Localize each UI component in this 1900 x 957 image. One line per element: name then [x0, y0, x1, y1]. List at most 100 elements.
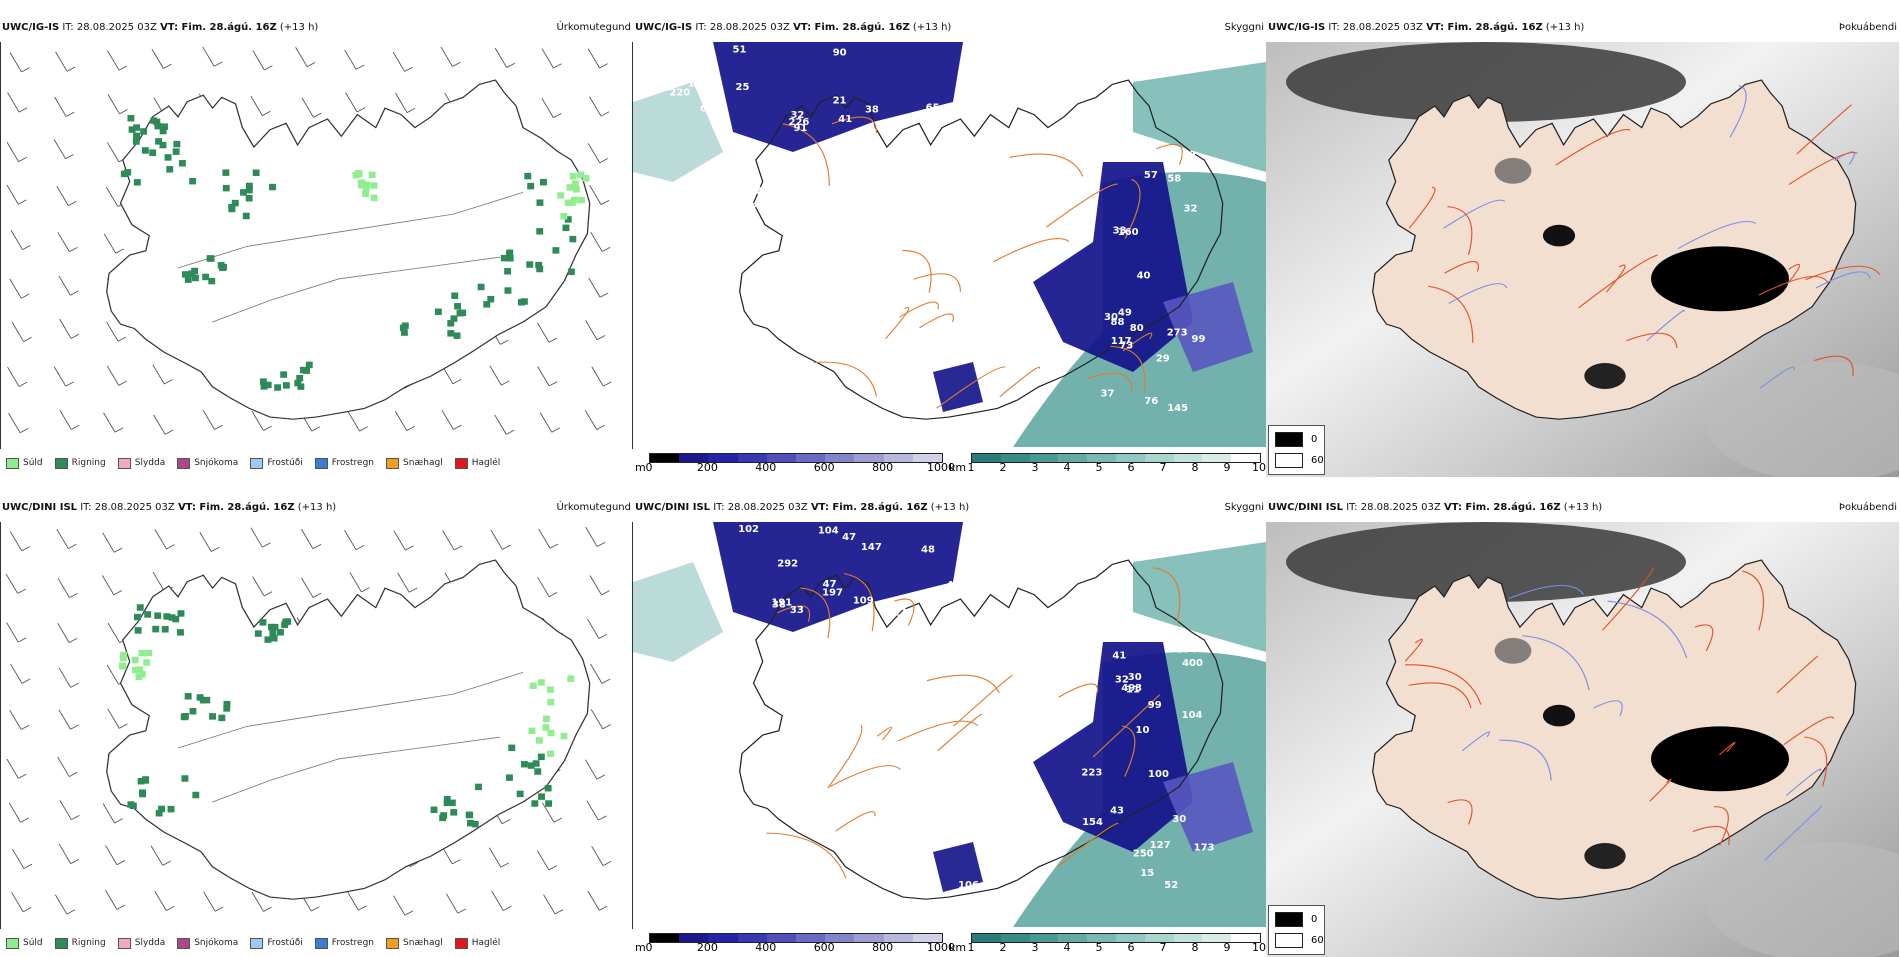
visibility-label: 32: [790, 110, 804, 121]
visibility-panel: UWC/IG-IS IT: 28.08.2025 03Z VT: Fim. 28…: [633, 14, 1266, 477]
visibility-label: 127: [1150, 840, 1171, 851]
colorbar-tick: 3: [1031, 941, 1039, 954]
init-time: IT: 28.08.2025 03Z: [1346, 502, 1441, 513]
precip-legend-item: Frostregn: [314, 457, 374, 469]
legend-label: Snæhagl: [403, 938, 443, 948]
valid-time: VT: Fim. 28.ágú. 16Z: [177, 502, 295, 513]
colorbar-tick: 800: [872, 461, 894, 474]
init-time: IT: 28.08.2025 03Z: [713, 502, 808, 513]
panel-title-bar: UWC/DINI ISL IT: 28.08.2025 03Z VT: Fim.…: [0, 494, 633, 522]
precip-legend-item: Snæhagl: [386, 457, 443, 469]
visibility-label: 35: [657, 536, 671, 547]
fog-indicator-panel: UWC/DINI ISL IT: 28.08.2025 03Z VT: Fim.…: [1266, 494, 1899, 957]
colorbar-tick: 9: [1223, 461, 1231, 474]
visibility-label: 58: [1167, 174, 1181, 185]
legend-label: Slydda: [134, 458, 166, 468]
legend-swatch: [386, 937, 400, 949]
model-name: UWC/IG-IS: [2, 22, 60, 33]
panel-variable-title: Úrkomutegund: [556, 502, 631, 513]
visibility-label: 29: [824, 193, 838, 204]
legend-swatch: [1275, 912, 1303, 927]
visibility-label: 175: [893, 608, 914, 619]
visibility-label: 99: [1148, 700, 1162, 711]
legend-swatch: [177, 457, 191, 469]
colorbar-tick: 6: [1127, 461, 1135, 474]
panel-title-bar: UWC/IG-IS IT: 28.08.2025 03Z VT: Fim. 28…: [0, 14, 633, 42]
panel-model-info: UWC/DINI ISL IT: 28.08.2025 03Z VT: Fim.…: [635, 502, 969, 513]
colorbar-tick: 200: [696, 461, 718, 474]
panel-model-info: UWC/DINI ISL IT: 28.08.2025 03Z VT: Fim.…: [1268, 502, 1602, 513]
panel-title-bar: UWC/IG-IS IT: 28.08.2025 03Z VT: Fim. 28…: [633, 14, 1266, 42]
fog-legend-item: 0: [1275, 432, 1317, 447]
visibility-label: 145: [1167, 403, 1188, 414]
legend-swatch: [314, 457, 328, 469]
visibility-label: 77: [988, 386, 1002, 397]
precip-legend-item: Rigning: [54, 457, 106, 469]
visibility-label: 220: [669, 87, 690, 98]
visibility-label: 57: [1144, 170, 1158, 181]
visibility-label: 35: [847, 623, 861, 634]
precip-legend-item: Slydda: [117, 937, 165, 949]
visibility-label: 35: [885, 121, 899, 132]
visibility-label: 30: [1172, 814, 1186, 825]
visibility-label: 292: [777, 559, 798, 570]
visibility-label: 400: [1182, 658, 1203, 669]
visibility-label: 98: [756, 186, 770, 197]
visibility-label: 173: [1194, 843, 1215, 854]
colorbar-tick: 10: [1252, 941, 1266, 954]
colorbar-tick: 6: [1127, 941, 1135, 954]
visibility-label: 21: [833, 96, 847, 107]
visibility-label: 104: [818, 526, 839, 537]
visibility-label: 154: [735, 684, 756, 695]
fog-legend-item: 0: [1275, 912, 1317, 927]
visibility-label: 493: [1121, 683, 1142, 694]
legend-label: Rigning: [71, 938, 106, 948]
panel-title-bar: UWC/DINI ISL IT: 28.08.2025 03Z VT: Fim.…: [633, 494, 1266, 522]
colorbar-tick: 600: [813, 461, 835, 474]
legend-label: Snjókoma: [194, 458, 239, 468]
visibility-label: 102: [738, 524, 759, 535]
visibility-label: 147: [861, 542, 882, 553]
fog-map: [1266, 522, 1899, 957]
legend-swatch: [54, 937, 68, 949]
visibility-label: 48: [921, 545, 935, 556]
panel-title-bar: UWC/IG-IS IT: 28.08.2025 03Z VT: Fim. 28…: [1266, 14, 1899, 42]
colorbar-tick: 1: [967, 941, 975, 954]
legend-swatch: [54, 457, 68, 469]
colorbar-tick: 200: [696, 941, 718, 954]
panel-model-info: UWC/IG-IS IT: 28.08.2025 03Z VT: Fim. 28…: [2, 22, 318, 33]
precip-legend-item: Súld: [6, 457, 43, 469]
visibility-label: 15: [1140, 868, 1154, 879]
visibility-label: 38: [865, 105, 879, 116]
visibility-label: 36: [841, 215, 855, 226]
model-name: UWC/IG-IS: [1268, 22, 1326, 33]
legend-swatch: [250, 457, 264, 469]
visibility-label: 88: [1114, 153, 1128, 164]
visibility-label: 52: [1164, 880, 1178, 891]
legend-swatch: [1275, 453, 1303, 468]
visibility-label: 10: [1136, 725, 1150, 736]
valid-time: VT: Fim. 28.ágú. 16Z: [1426, 22, 1543, 33]
legend-swatch: [454, 937, 468, 949]
fog-legend-item: 60: [1275, 933, 1324, 948]
fog-indicator-panel: UWC/IG-IS IT: 28.08.2025 03Z VT: Fim. 28…: [1266, 14, 1899, 477]
model-name: UWC/DINI ISL: [635, 502, 711, 513]
fog-map: [1266, 42, 1899, 477]
visibility-label: 51: [733, 45, 747, 56]
legend-label: Haglél: [471, 458, 501, 468]
colorbar-tick: 4: [1063, 941, 1071, 954]
colorbar-tick: 5: [1095, 941, 1103, 954]
colorbar-tick: 7: [1159, 461, 1167, 474]
legend-swatch: [1275, 432, 1303, 447]
visibility-label: 160: [1118, 227, 1139, 238]
visibility-label: 182: [852, 131, 873, 142]
visibility-label: 46: [947, 580, 961, 591]
panel-variable-title: Skyggni: [1224, 502, 1264, 513]
visibility-label: 30: [1128, 672, 1142, 683]
visibility-label: 120: [953, 812, 974, 823]
visibility-label: 41: [838, 114, 852, 125]
visibility-label: 49: [1118, 308, 1132, 319]
model-name: UWC/IG-IS: [635, 22, 693, 33]
colorbar-tick: 2: [999, 941, 1007, 954]
colorbar-unit: km: [949, 461, 967, 474]
